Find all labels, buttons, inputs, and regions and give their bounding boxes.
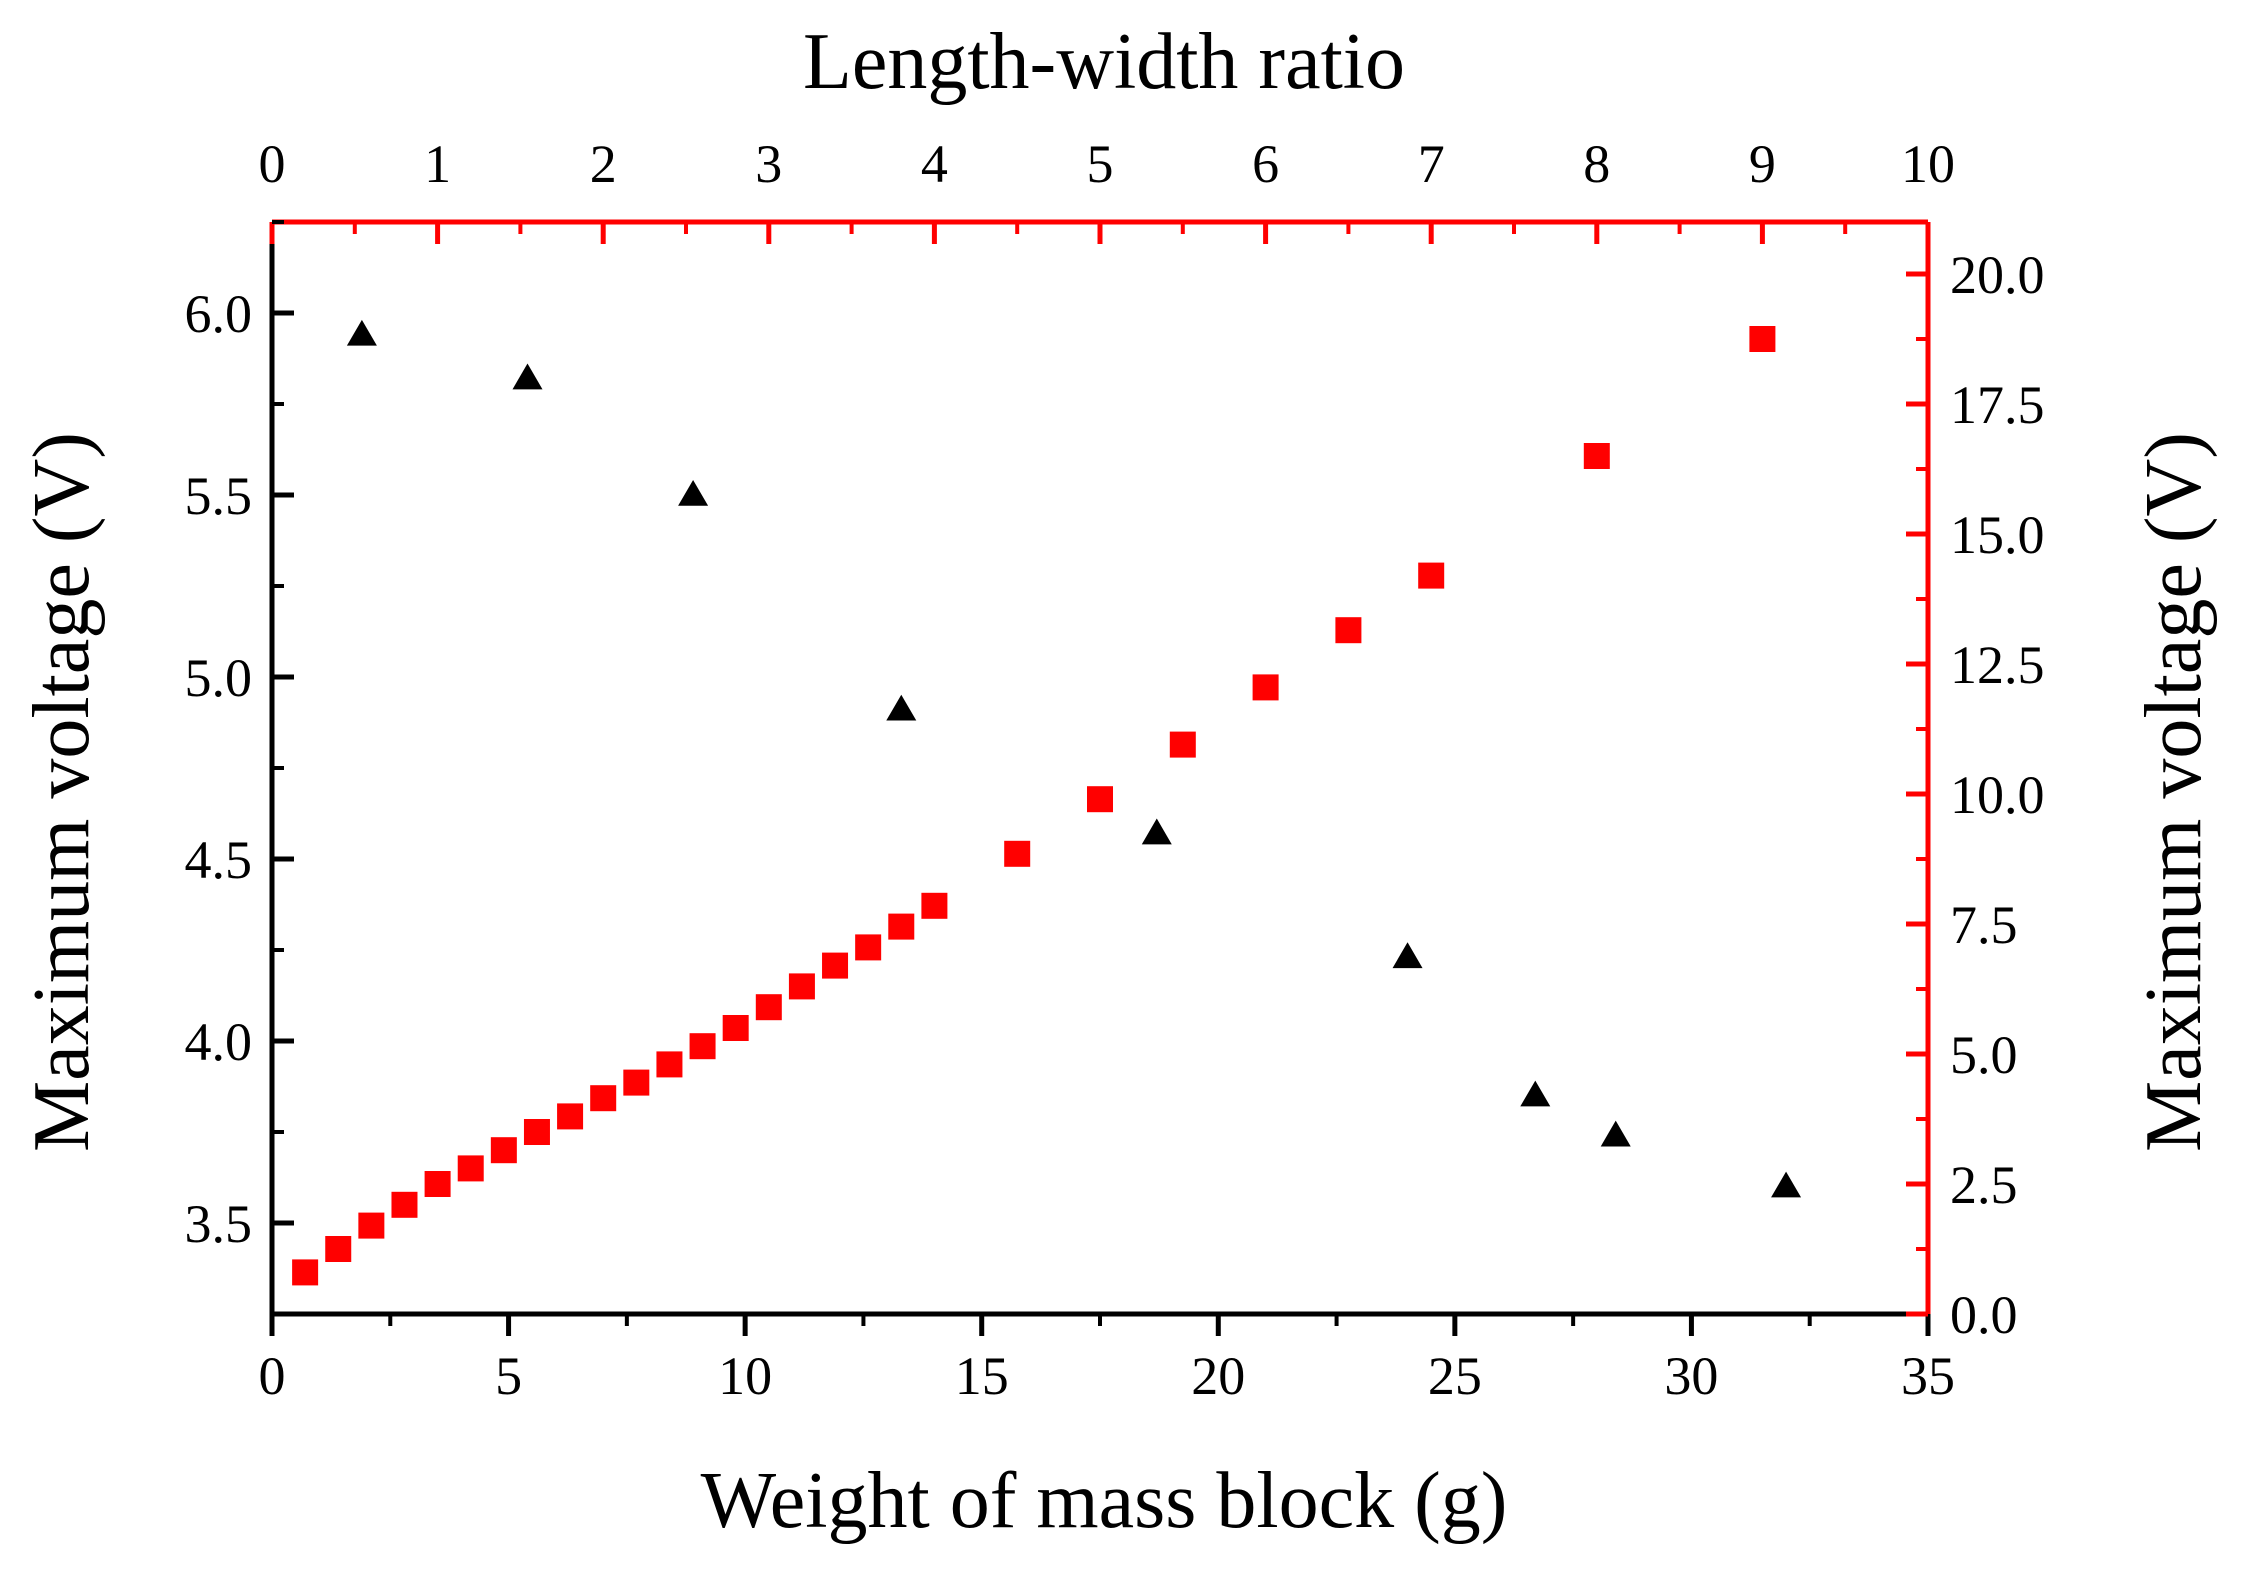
y-left-tick-label: 3.5: [185, 1194, 253, 1254]
square-point: [1004, 840, 1031, 867]
square-point: [457, 1155, 484, 1182]
x-bottom-tick-label: 0: [259, 1346, 286, 1406]
series-0: [346, 319, 1802, 1198]
square-point: [292, 1259, 319, 1286]
y-axis-right-title: Maximum voltage (V): [2130, 432, 2218, 1152]
square-point: [358, 1212, 385, 1239]
triangle-point: [512, 363, 543, 390]
x-top-tick-label: 7: [1418, 134, 1445, 194]
triangle-point: [1600, 1120, 1631, 1147]
square-point: [656, 1051, 683, 1078]
square-point: [921, 892, 948, 919]
y-left-tick-label: 5.5: [185, 466, 253, 526]
square-point: [1418, 562, 1445, 589]
y-right-tick-label: 12.5: [1950, 635, 2045, 695]
square-point: [822, 952, 849, 979]
x-bottom-tick-label: 20: [1191, 1346, 1245, 1406]
series-1: [292, 326, 1776, 1286]
square-point: [424, 1171, 451, 1197]
square-point: [1335, 617, 1362, 644]
triangle-point: [1771, 1171, 1802, 1198]
x-bottom-tick-label: 10: [718, 1346, 772, 1406]
square-point: [788, 973, 815, 1000]
x-top-tick-label: 10: [1901, 134, 1955, 194]
x-bottom-tick-label: 35: [1901, 1346, 1955, 1406]
square-point: [1169, 731, 1196, 758]
y-right-tick-label: 0.0: [1950, 1285, 2018, 1345]
triangle-point: [1392, 942, 1423, 969]
square-point: [1583, 443, 1610, 469]
square-point: [1252, 674, 1279, 701]
square-point: [325, 1236, 352, 1262]
x-top-tick-label: 1: [424, 134, 451, 194]
x-bottom-tick-label: 25: [1428, 1346, 1482, 1406]
y-right-tick-label: 15.0: [1950, 505, 2045, 565]
x-bottom-tick-label: 15: [955, 1346, 1009, 1406]
square-point: [490, 1137, 517, 1164]
y-left-tick-label: 5.0: [185, 648, 253, 708]
x-top-tick-label: 9: [1749, 134, 1776, 194]
x-axis-top-title: Length-width ratio: [803, 18, 1405, 106]
x-top-tick-label: 0: [259, 134, 286, 194]
triangle-point: [678, 480, 709, 506]
y-left-tick-label: 4.5: [185, 830, 253, 890]
square-point: [557, 1103, 584, 1130]
triangle-point: [346, 319, 377, 346]
square-point: [689, 1033, 716, 1060]
x-top-tick-label: 2: [590, 134, 617, 194]
triangle-point: [886, 694, 917, 721]
y-left-tick-label: 4.0: [185, 1012, 253, 1072]
x-axis-bottom-title: Weight of mass block (g): [701, 1457, 1508, 1545]
axes: 0 5 10 15 20 25 30 35 0 1 2 3 4 5 6 7 8 9 10 3.5 4.0 4.5 5.0 5.…: [185, 134, 2045, 1406]
x-top-tick-label: 3: [755, 134, 782, 194]
x-top-tick-label: 8: [1583, 134, 1610, 194]
y-right-tick-label: 7.5: [1950, 895, 2018, 955]
data-series: [292, 319, 1802, 1286]
x-top-tick-label: 4: [921, 134, 948, 194]
triangle-point: [1141, 818, 1172, 845]
square-point: [855, 934, 882, 961]
x-top-tick-label: 6: [1252, 134, 1279, 194]
square-point: [623, 1069, 650, 1096]
square-point: [722, 1015, 749, 1041]
y-right-tick-label: 2.5: [1950, 1155, 2018, 1215]
y-left-tick-label: 6.0: [185, 284, 253, 344]
y-right-tick-label: 17.5: [1950, 375, 2045, 435]
square-point: [1749, 326, 1776, 352]
y-right-tick-label: 10.0: [1950, 765, 2045, 825]
square-point: [888, 913, 915, 940]
x-top-tick-label: 5: [1087, 134, 1114, 194]
square-point: [590, 1085, 617, 1112]
y-right-tick-label: 5.0: [1950, 1025, 2018, 1085]
y-axis-left-title: Maximum voltage (V): [18, 432, 106, 1152]
triangle-point: [1520, 1080, 1551, 1107]
x-bottom-tick-label: 30: [1664, 1346, 1718, 1406]
y-right-tick-label: 20.0: [1950, 245, 2045, 305]
square-point: [523, 1119, 550, 1145]
square-point: [391, 1191, 418, 1218]
x-bottom-tick-label: 5: [495, 1346, 522, 1406]
square-point: [1087, 786, 1113, 813]
square-point: [755, 994, 782, 1021]
